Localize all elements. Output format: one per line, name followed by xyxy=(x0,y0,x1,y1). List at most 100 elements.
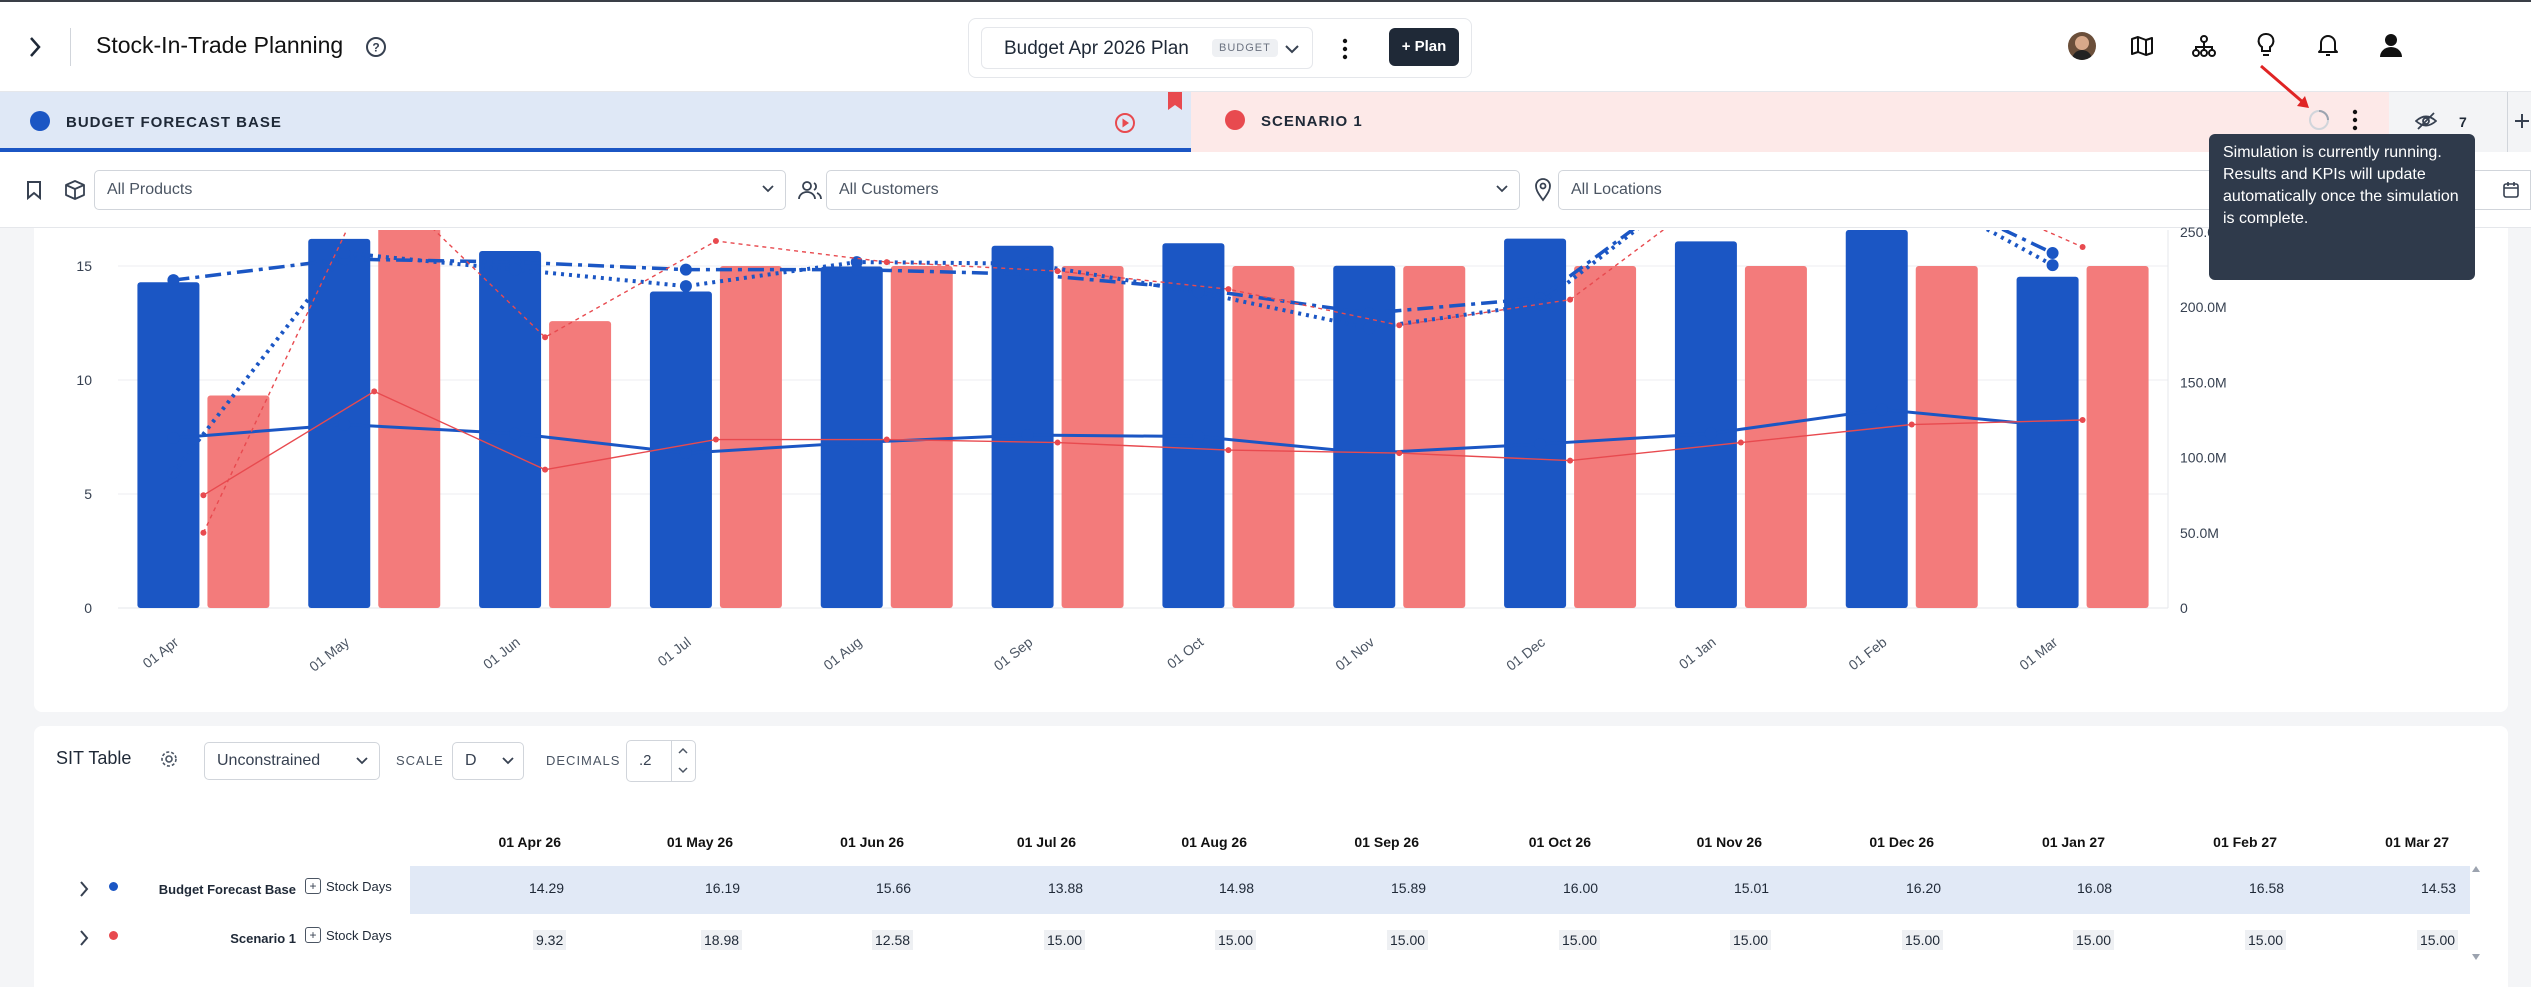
series-point xyxy=(850,436,863,449)
lightbulb-icon[interactable] xyxy=(2254,32,2278,58)
divider xyxy=(70,28,71,66)
play-circle-icon[interactable] xyxy=(1114,112,1136,134)
table-cell[interactable]: 16.00 xyxy=(1563,880,1599,896)
table-cell[interactable]: 14.53 xyxy=(2421,880,2457,896)
series-point xyxy=(2046,247,2059,260)
expand-chevron-icon[interactable] xyxy=(78,929,90,947)
y-tick-label: 5 xyxy=(84,486,92,502)
table-cell[interactable]: 15.00 xyxy=(1902,930,1944,950)
table-cell[interactable]: 16.08 xyxy=(2077,880,2113,896)
series-point xyxy=(1908,421,1915,428)
bar-budget xyxy=(479,250,542,608)
tab-scenario-1[interactable]: SCENARIO 1 xyxy=(1191,64,2389,152)
scale-value: D xyxy=(465,752,477,769)
settings-gear-icon[interactable] xyxy=(160,750,178,768)
map-icon[interactable] xyxy=(2130,34,2154,58)
series-point xyxy=(1396,450,1403,457)
x-tick-label: 01 Nov xyxy=(1332,634,1377,674)
tab-budget-forecast-base[interactable]: BUDGET FORECAST BASE xyxy=(0,92,1191,152)
table-cell[interactable]: 16.19 xyxy=(705,880,741,896)
x-tick-label: 01 May xyxy=(306,634,352,675)
bar-budget xyxy=(991,245,1054,608)
series-point xyxy=(1737,439,1744,446)
series-point xyxy=(200,492,207,499)
add-plan-button[interactable]: + Plan xyxy=(1389,28,1459,66)
table-cell[interactable]: 15.00 xyxy=(1559,930,1601,950)
table-cell[interactable]: 15.89 xyxy=(1391,880,1427,896)
chevron-right-icon[interactable] xyxy=(28,36,42,58)
table-cell[interactable]: 15.01 xyxy=(1734,880,1770,896)
constraint-mode-select[interactable]: Unconstrained xyxy=(204,742,380,780)
table-cell[interactable]: 14.29 xyxy=(529,880,565,896)
chevron-down-icon xyxy=(1285,45,1299,54)
bar-budget xyxy=(1674,241,1737,608)
table-cell[interactable]: 16.58 xyxy=(2249,880,2285,896)
scroll-up-icon[interactable] xyxy=(2470,864,2482,874)
expand-chevron-icon[interactable] xyxy=(78,880,90,898)
bookmark-outline-icon[interactable] xyxy=(26,180,42,200)
table-cell[interactable]: 13.88 xyxy=(1048,880,1084,896)
decimals-stepper[interactable]: .2 xyxy=(626,740,696,782)
chevron-down-icon xyxy=(502,757,514,765)
add-metric-icon[interactable]: + xyxy=(305,927,321,943)
series-point xyxy=(2046,420,2059,433)
customers-filter[interactable]: All Customers xyxy=(826,170,1520,210)
series-point xyxy=(883,436,890,443)
decimals-label: DECIMALS xyxy=(546,753,621,768)
column-header: 01 Aug 26 xyxy=(1181,834,1247,850)
table-cell[interactable]: 9.32 xyxy=(533,930,567,950)
avatar[interactable] xyxy=(2068,32,2096,60)
tab-label: BUDGET FORECAST BASE xyxy=(66,114,282,131)
divider xyxy=(2507,92,2508,152)
plan-dropdown[interactable]: Budget Apr 2026 Plan BUDGET xyxy=(981,27,1313,69)
scroll-down-icon[interactable] xyxy=(2470,952,2482,962)
table-cell[interactable]: 15.00 xyxy=(2073,930,2115,950)
table-cell[interactable]: 15.00 xyxy=(1387,930,1429,950)
products-filter[interactable]: All Products xyxy=(94,170,786,210)
table-cell[interactable]: 15.00 xyxy=(1044,930,1086,950)
table-cell[interactable]: 15.66 xyxy=(876,880,912,896)
bar-budget xyxy=(1162,243,1225,608)
table-cell[interactable]: 18.98 xyxy=(701,930,743,950)
stepper-down-icon[interactable] xyxy=(677,765,689,775)
plan-name: Budget Apr 2026 Plan xyxy=(1004,38,1189,59)
tooltip-line-2: Results and KPIs will update automatical… xyxy=(2223,166,2459,227)
bar-scenario xyxy=(549,321,612,608)
add-metric-icon[interactable]: + xyxy=(305,878,321,894)
table-cell[interactable]: 16.20 xyxy=(1906,880,1942,896)
column-header: 01 Feb 27 xyxy=(2213,834,2277,850)
table-cell[interactable]: 15.00 xyxy=(1215,930,1257,950)
locations-filter[interactable]: All Locations xyxy=(1558,170,2218,210)
series-point xyxy=(679,447,692,460)
table-cell[interactable]: 15.00 xyxy=(2245,930,2287,950)
series-point xyxy=(509,427,522,440)
table-cell[interactable]: 12.58 xyxy=(872,930,914,950)
table-cell[interactable]: 15.00 xyxy=(1730,930,1772,950)
scale-select[interactable]: D xyxy=(452,742,524,780)
bar-budget xyxy=(649,291,712,608)
more-vertical-icon[interactable] xyxy=(2351,108,2359,132)
series-point xyxy=(338,247,351,260)
stepper-up-icon[interactable] xyxy=(677,746,689,756)
table-cell[interactable]: 14.98 xyxy=(1219,880,1255,896)
row-metric: Stock Days xyxy=(326,879,392,894)
user-icon[interactable] xyxy=(2378,32,2404,58)
tab-label: SCENARIO 1 xyxy=(1261,113,1363,130)
help-icon[interactable]: ? xyxy=(365,36,387,58)
series-point xyxy=(1705,166,1717,178)
column-header: 01 Nov 26 xyxy=(1696,834,1762,850)
hierarchy-icon[interactable] xyxy=(2192,34,2216,58)
table-cell[interactable]: 15.00 xyxy=(2417,930,2459,950)
series-line-solid-thin xyxy=(203,390,2083,496)
constraint-mode-value: Unconstrained xyxy=(217,752,321,769)
row-color-dot xyxy=(109,931,118,940)
more-vertical-icon[interactable] xyxy=(1341,37,1349,61)
bar-scenario xyxy=(1403,266,1466,608)
bell-icon[interactable] xyxy=(2316,32,2340,58)
bar-scenario xyxy=(890,266,953,608)
series-point xyxy=(1567,296,1574,303)
add-tab-icon[interactable] xyxy=(2513,112,2531,130)
series-point xyxy=(1909,169,1915,175)
series-point xyxy=(1704,427,1717,440)
series-point xyxy=(167,466,180,479)
